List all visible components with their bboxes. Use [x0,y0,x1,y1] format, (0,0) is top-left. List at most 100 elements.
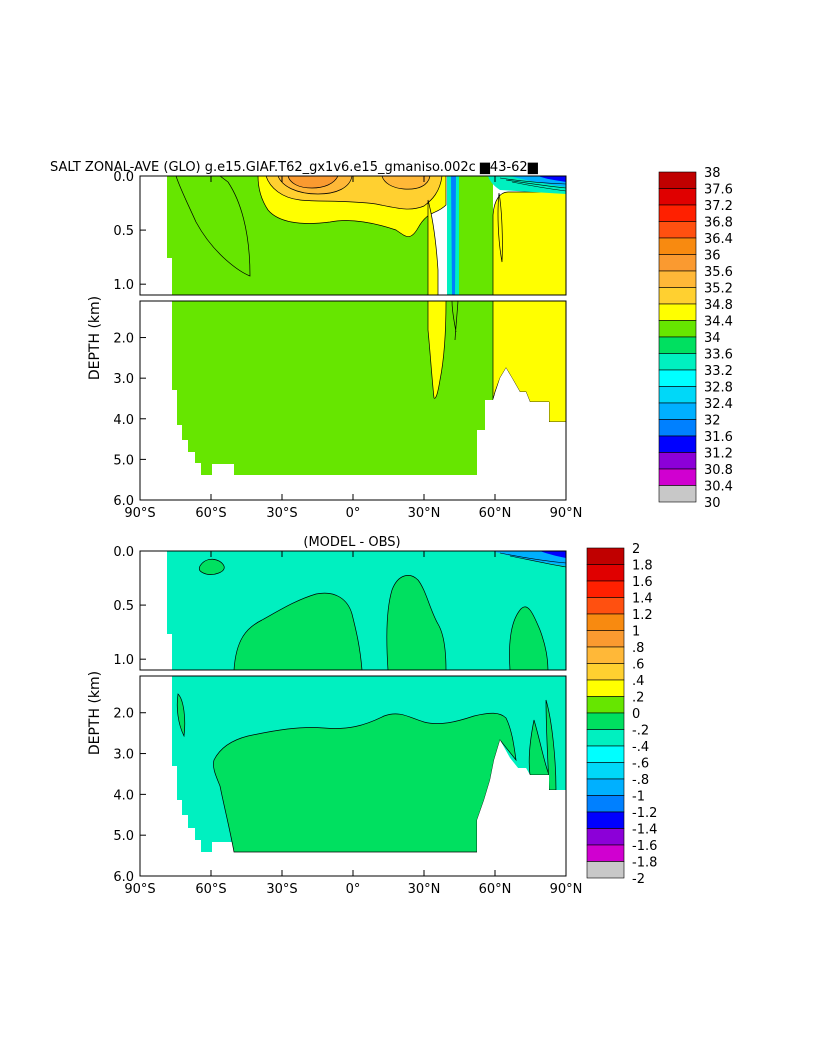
upper-deep-green [172,301,493,475]
y-tick-label: 1.0 [113,278,134,293]
colorbar-label: -1 [632,790,645,805]
y-tick-label: 4.0 [113,788,134,803]
colorbar-swatch [658,402,697,420]
colorbar-swatch [586,564,625,582]
colorbar-label: -.8 [632,773,649,788]
upper-yellow-finger [497,192,503,263]
y-tick-label: 0.5 [113,224,134,239]
upper-ticks: 90°S 60°S 30°S 0° 30°N 60°N 90°N 0.0 0.5 1.0 2.0 3.… [113,170,582,521]
colorbar-swatch [658,237,697,255]
colorbar-label: .6 [632,658,644,673]
colorbar-swatch [658,353,697,371]
colorbar-swatch [658,452,697,470]
colorbar-label: -.4 [632,740,649,755]
y-tick-label: 6.0 [113,870,134,885]
y-tick-label: 2.0 [113,332,134,347]
lower-ylabel: DEPTH (km) [87,671,103,755]
upper-plot: SALT ZONAL-AVE (GLO) g.e15.GIAF.T62_gx1v… [50,160,733,521]
colorbar-swatch [586,646,625,664]
upper-orange-core [287,176,339,189]
colorbar-swatch [586,778,625,796]
colorbar-swatch [586,828,625,846]
colorbar-label: -1.8 [632,856,657,871]
colorbar-label: 2 [632,542,640,557]
upper-green-strip [459,176,493,295]
colorbar-label: 30.4 [704,480,733,495]
colorbar-label: 32 [704,414,721,429]
colorbar-swatch [586,663,625,681]
colorbar-label: 37.6 [704,183,733,198]
y-tick-label: 3.0 [113,372,134,387]
y-tick-label: 3.0 [113,748,134,763]
lower-green-north [386,575,447,670]
colorbar-swatch [586,597,625,615]
colorbar-swatch [586,613,625,631]
colorbar-swatch [658,320,697,338]
colorbar-label: 32.4 [704,397,733,412]
colorbar-swatch [658,468,697,486]
upper-orange-core-2 [381,176,431,190]
colorbar-swatch [658,188,697,206]
upper-yellow-mediterranean [427,199,439,295]
colorbar-label: .8 [632,641,644,656]
upper-light-green-tongue [175,176,251,277]
colorbar-swatch [586,547,625,565]
y-tick-label: 2.0 [113,707,134,722]
x-tick-label: 90°N [550,506,583,521]
x-tick-label: 90°S [124,882,155,897]
upper-deep-seafloor-north [477,368,566,500]
colorbar-swatch [586,729,625,747]
colorbar-swatch [586,844,625,862]
y-tick-label: 1.0 [113,653,134,668]
upper-ylabel: DEPTH (km) [87,296,103,380]
colorbar-label: 36.4 [704,232,733,247]
colorbar-swatch [586,712,625,730]
colorbar-label: 37.2 [704,199,733,214]
x-tick-label: 60°N [479,882,512,897]
lower-green-north-2 [509,606,549,670]
colorbar-swatch [658,221,697,239]
colorbar-label: 1.4 [632,592,653,607]
colorbar-label: -1.2 [632,806,657,821]
colorbar-swatch [658,336,697,354]
colorbar-label: 1.2 [632,608,653,623]
colorbar-swatch [658,287,697,305]
colorbar-label: 1.8 [632,559,653,574]
lower-panel-deep [140,676,566,876]
colorbar-swatch [586,762,625,780]
colorbar-label: 35.6 [704,265,733,280]
colorbar-label: 0 [632,707,640,722]
colorbar-swatch [586,795,625,813]
x-tick-label: 60°S [195,882,226,897]
colorbar-label: 32.8 [704,381,733,396]
colorbar-label: 1 [632,625,640,640]
colorbar-swatch [658,386,697,404]
lower-green-central [233,592,363,670]
lower-colorbar: 21.81.61.41.21.8.6.4.20-.2-.4-.6-.8-1-1.… [586,542,657,887]
upper-title: SALT ZONAL-AVE (GLO) g.e15.GIAF.T62_gx1v… [50,160,539,175]
colorbar-label: 35.2 [704,282,733,297]
x-tick-label: 90°S [124,506,155,521]
upper-yellow-north [492,191,566,295]
colorbar-swatch [658,171,697,189]
colorbar-label: .4 [632,674,644,689]
colorbar-label: -1.6 [632,839,657,854]
colorbar-swatch [658,204,697,222]
colorbar-swatch [658,419,697,437]
upper-deep-yellow-med [427,301,447,399]
colorbar-label: 33.2 [704,364,733,379]
y-tick-label: 5.0 [113,453,134,468]
x-tick-label: 90°N [550,882,583,897]
y-tick-label: 5.0 [113,829,134,844]
colorbar-label: 36 [704,249,721,264]
lower-deep-green-upper [176,693,186,738]
lower-title: (MODEL - OBS) [303,535,400,550]
colorbar-swatch [586,861,625,879]
lower-deep-seafloor [477,740,566,876]
colorbar-swatch [658,485,697,503]
colorbar-swatch [658,435,697,453]
x-tick-label: 30°S [266,506,297,521]
y-tick-label: 0.5 [113,599,134,614]
lower-cyan-region [167,551,566,670]
